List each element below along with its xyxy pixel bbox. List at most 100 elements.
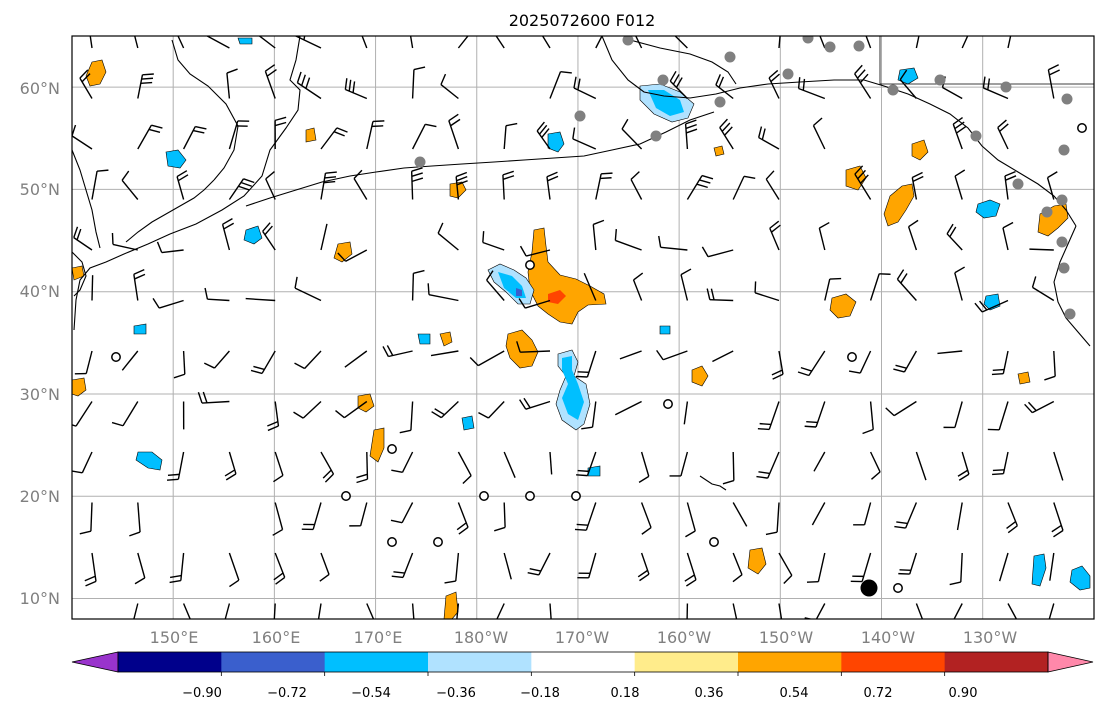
negative-contour-core xyxy=(648,90,684,116)
wind-barb xyxy=(72,401,93,427)
wind-barb xyxy=(683,401,689,425)
wind-barb xyxy=(482,231,505,251)
colorbar-extend-low xyxy=(71,651,119,673)
wind-barb xyxy=(273,603,276,619)
station-marker-grey xyxy=(970,130,982,142)
wind-barb xyxy=(79,502,93,535)
station-marker-open xyxy=(525,260,535,270)
wind-barb xyxy=(630,171,643,200)
wind-barb xyxy=(317,603,322,619)
wind-barb xyxy=(1047,64,1060,99)
wind-barb xyxy=(583,272,597,301)
wind-barb xyxy=(686,603,689,619)
wind-barb xyxy=(732,552,743,583)
lon-label-150w: 150°W xyxy=(759,628,814,647)
wind-barb xyxy=(1007,36,1012,49)
wind-barb xyxy=(812,117,826,150)
wind-barb xyxy=(203,350,230,369)
wind-barb xyxy=(221,218,235,251)
wind-barb xyxy=(74,350,93,375)
wind-barb xyxy=(1048,603,1055,619)
station-marker-grey xyxy=(724,51,736,63)
colorbar-label: −0.72 xyxy=(267,686,307,701)
lon-label-170w: 170°W xyxy=(555,628,610,647)
wind-barb xyxy=(595,172,613,200)
wind-barb xyxy=(853,502,872,526)
positive-contour xyxy=(713,145,725,157)
wind-barb xyxy=(430,350,459,357)
wind-barb xyxy=(1031,276,1055,302)
wind-barb xyxy=(409,36,414,49)
colorbar-segment xyxy=(221,652,326,672)
wind-barbs xyxy=(72,36,1064,619)
wind-barb xyxy=(997,119,1009,150)
wind-barb xyxy=(771,350,784,380)
wind-barb xyxy=(885,400,917,417)
wind-barb xyxy=(869,273,891,301)
kuril-islands xyxy=(125,179,215,243)
positive-contour-core xyxy=(548,290,566,304)
wind-barb xyxy=(577,552,597,579)
lat-label-10n: 10°N xyxy=(20,589,60,608)
wind-barb xyxy=(658,235,688,251)
wind-barb xyxy=(686,174,714,200)
positive-contour xyxy=(357,393,375,413)
wind-barb xyxy=(320,127,348,150)
wind-barb xyxy=(273,552,286,585)
colorbar-segment xyxy=(738,652,842,672)
wind-barb xyxy=(574,502,597,531)
wind-barb xyxy=(455,171,468,200)
coastlines xyxy=(72,36,1094,491)
wind-barb xyxy=(494,502,506,532)
colorbar-label: 0.36 xyxy=(695,686,724,701)
wind-barb xyxy=(1004,170,1017,200)
wind-barb xyxy=(169,552,185,584)
wind-barb xyxy=(1007,603,1018,619)
wind-barb xyxy=(854,165,872,200)
wind-barb xyxy=(262,222,276,251)
wind-barb xyxy=(173,350,186,379)
wind-barb xyxy=(344,350,368,368)
wind-barb xyxy=(848,350,872,374)
negative-contour xyxy=(461,415,475,431)
north-america-coastline xyxy=(1053,225,1091,347)
wind-barb xyxy=(893,350,918,373)
wind-barb xyxy=(366,603,375,619)
positive-contour xyxy=(1017,371,1031,385)
wind-barb xyxy=(632,272,644,301)
wind-barb xyxy=(73,226,93,251)
wind-barb xyxy=(91,169,109,200)
wind-barb xyxy=(121,170,139,200)
negative-contour xyxy=(1069,565,1091,591)
wind-barb xyxy=(754,281,780,302)
wind-barb xyxy=(899,69,917,99)
negative-contour xyxy=(975,199,1001,219)
wind-barb xyxy=(296,71,322,100)
station-marker-grey xyxy=(782,68,794,80)
wind-barb xyxy=(320,451,335,483)
wind-barb xyxy=(267,401,280,432)
wind-barb xyxy=(391,451,414,474)
negative-contour xyxy=(417,333,431,345)
wind-barb xyxy=(431,400,459,419)
wind-barb xyxy=(635,36,643,49)
positive-contour xyxy=(691,365,709,387)
wind-barb xyxy=(478,401,505,419)
wind-barb xyxy=(518,298,551,309)
lat-label-20n: 20°N xyxy=(20,487,60,506)
station-marker-open xyxy=(111,352,121,362)
wind-barb xyxy=(448,113,461,150)
wind-barb xyxy=(444,552,460,584)
wind-barb xyxy=(224,603,231,619)
lon-label-140w: 140°W xyxy=(861,628,916,647)
positive-contour xyxy=(439,331,453,347)
wind-barb xyxy=(456,603,460,619)
negative-contour-core xyxy=(562,356,584,420)
lon-label-130w: 130°W xyxy=(963,628,1018,647)
wind-barb xyxy=(177,36,185,49)
wind-barb xyxy=(411,123,437,150)
lon-label-160e: 160°E xyxy=(252,628,301,647)
station-marker-grey xyxy=(1000,81,1012,93)
japan-coastline xyxy=(72,251,87,297)
wind-barb xyxy=(391,552,414,579)
